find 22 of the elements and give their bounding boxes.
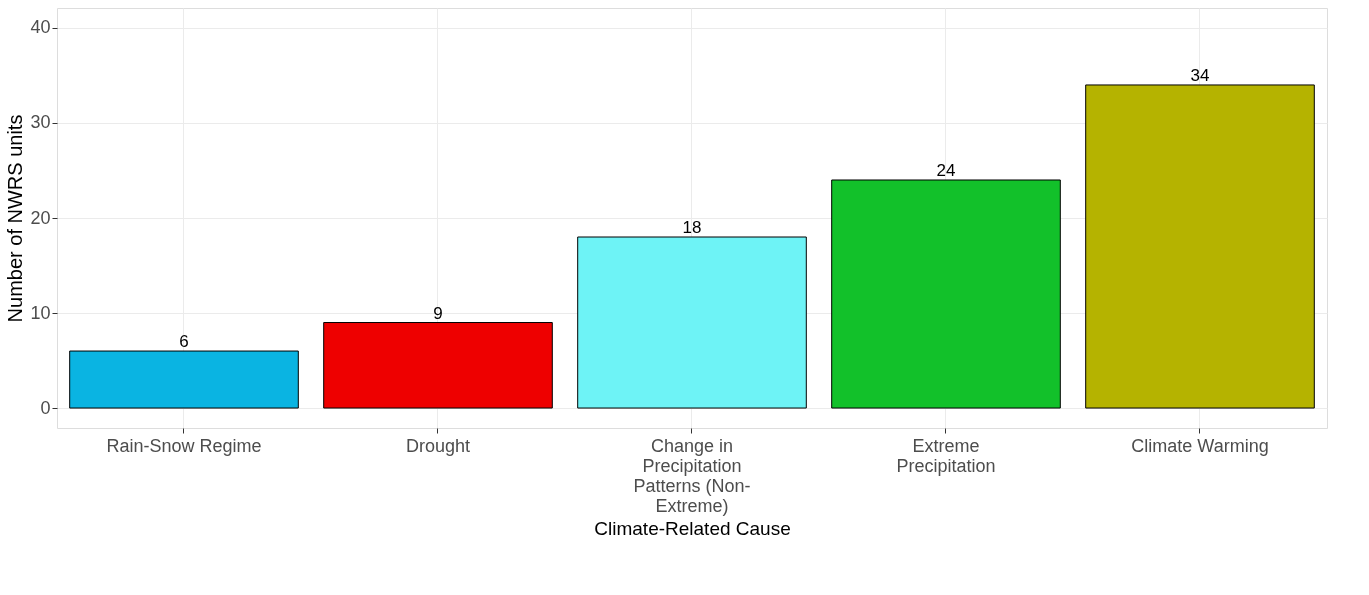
data-label: 24 [936,160,956,180]
x-axis-title: Climate-Related Cause [594,517,791,539]
x-tick-label: Extreme Precipitation [896,435,996,476]
y-tick-label: 0 [40,397,51,418]
x-tick-label: Climate Warming [1131,435,1269,456]
y-tick-label: 20 [30,207,51,228]
y-tick-label: 30 [30,112,51,133]
bar [831,179,1061,409]
x-tick-label: Drought [405,435,471,456]
data-label: 18 [682,218,702,237]
bar [69,350,299,409]
data-label: 34 [1190,65,1210,85]
bar [1085,84,1315,409]
bar [323,322,553,409]
y-axis-title: Number of NWRS units [4,114,27,323]
y-tick-label: 10 [30,302,51,323]
y-tick-label: 40 [30,17,51,38]
data-label: 6 [179,332,189,352]
x-tick-label: Rain-Snow Regime [106,435,262,456]
bar [577,236,807,409]
data-label: 9 [433,303,443,323]
x-tick-label: Change in Precipitation Patterns (Non-Extreme) [633,435,751,516]
